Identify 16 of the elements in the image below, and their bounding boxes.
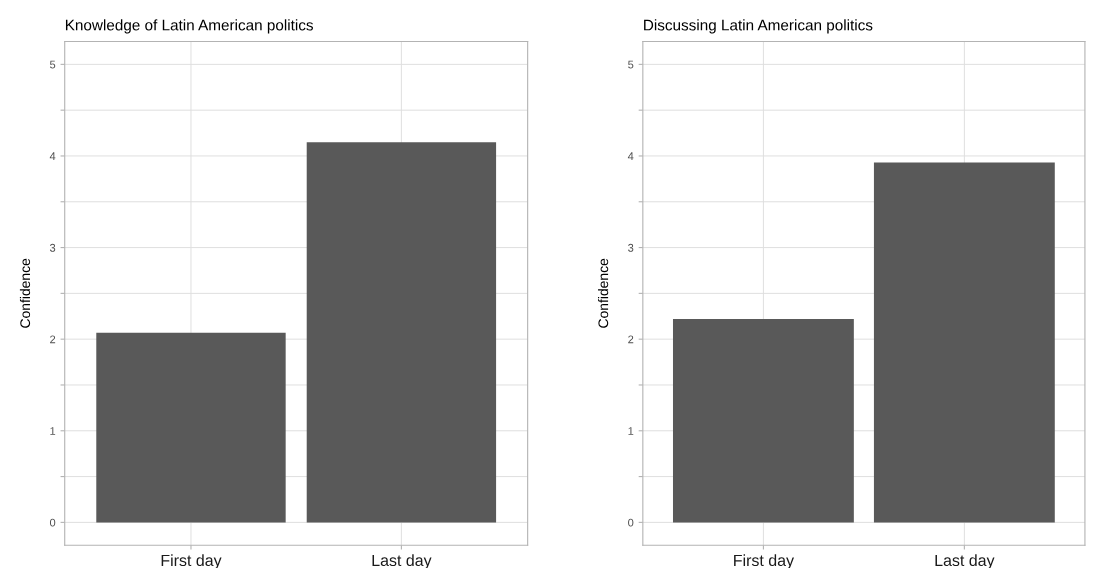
y-tick-label: 1 (628, 427, 634, 435)
y-tick-label: 4 (49, 152, 56, 160)
chart-title: Knowledge of Latin American politics (65, 19, 314, 34)
y-tick-label: 0 (49, 518, 56, 527)
y-axis-title: Confidence (19, 258, 31, 328)
y-tick-label: 4 (627, 152, 634, 160)
y-axis-title: Confidence (598, 258, 609, 328)
chart-title: Discussing Latin American politics (644, 19, 873, 34)
y-tick-label: 5 (49, 60, 56, 69)
y-tick-label: 0 (628, 518, 634, 527)
y-tick-label: 2 (50, 335, 56, 344)
y-tick-label: 1 (50, 427, 56, 435)
y-tick-label: 5 (628, 60, 634, 69)
y-tick-label: 3 (628, 243, 634, 252)
y-tick-label: 2 (628, 335, 634, 344)
y-tick-label: 3 (49, 243, 56, 252)
